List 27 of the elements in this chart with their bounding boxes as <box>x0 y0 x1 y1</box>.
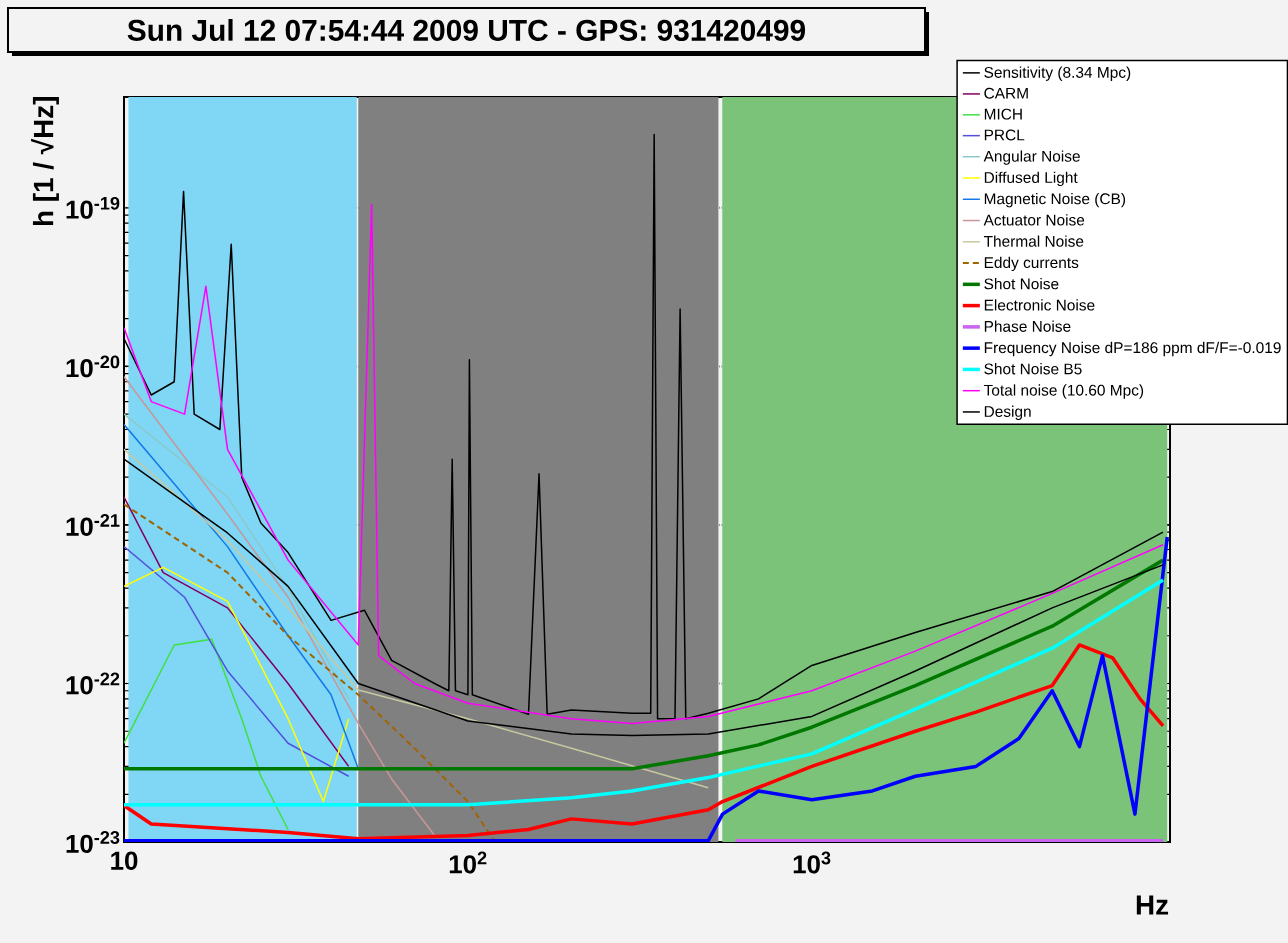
legend-label: Total noise (10.60 Mpc) <box>983 384 1144 399</box>
y-axis-title: h [1 / √Hz] <box>31 97 59 226</box>
chart-title: Sun Jul 12 07:54:44 2009 UTC - GPS: 931420499 <box>127 18 806 41</box>
legend-label: Diffused Light <box>984 171 1078 187</box>
legend-label: Eddy currents <box>984 256 1079 272</box>
legend-label: Angular Noise <box>983 150 1080 165</box>
y-tick-label: 10$^{-19}$ <box>66 196 120 219</box>
legend-label: Magnetic Noise (CB) <box>984 192 1126 208</box>
legend-label: PRCL <box>984 129 1025 141</box>
legend-label: Sensitivity (8.34 Mpc) <box>984 66 1131 81</box>
legend-label: Electronic Noise <box>984 299 1095 311</box>
legend-label: Thermal Noise <box>983 235 1084 247</box>
x-axis-title: Hz <box>1136 895 1169 915</box>
x-tick-label: 10$^{3}$ <box>793 851 831 874</box>
x-tick-label: 10$^{2}$ <box>449 851 487 874</box>
y-tick-label: 10$^{-22}$ <box>66 672 120 695</box>
legend-label: Actuator Noise <box>983 214 1085 226</box>
legend-label: Phase Noise <box>984 320 1071 332</box>
legend-label: Frequency Noise dP=186 ppm dF/F=-0.019 <box>984 341 1281 357</box>
x-tick-label: 10 <box>111 851 138 870</box>
legend-label: MICH <box>984 108 1022 120</box>
legend-label: Design <box>984 405 1031 420</box>
legend-label: CARM <box>984 87 1028 99</box>
y-tick-label: 10$^{-21}$ <box>66 514 120 536</box>
legend-label: Shot Noise B5 <box>984 363 1082 375</box>
y-tick-label: 10$^{-20}$ <box>66 355 120 378</box>
legend-label: Shot Noise <box>984 278 1059 290</box>
